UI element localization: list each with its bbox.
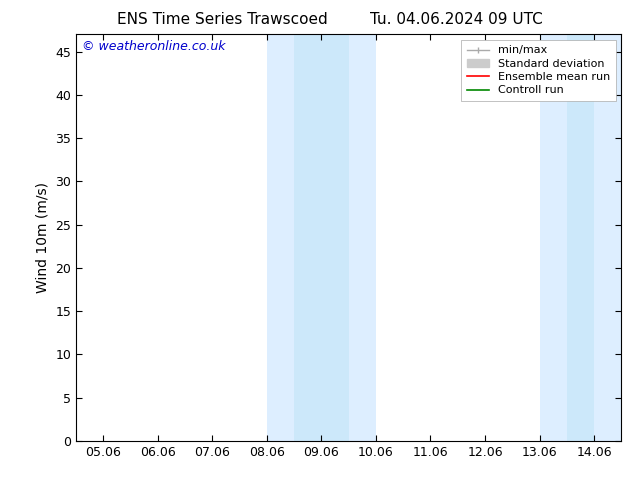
Bar <box>267 34 294 441</box>
Bar <box>349 34 376 441</box>
Legend: min/max, Standard deviation, Ensemble mean run, Controll run: min/max, Standard deviation, Ensemble me… <box>462 40 616 101</box>
Bar <box>540 34 567 441</box>
Y-axis label: Wind 10m (m/s): Wind 10m (m/s) <box>36 182 50 293</box>
Bar <box>294 34 349 441</box>
Text: Tu. 04.06.2024 09 UTC: Tu. 04.06.2024 09 UTC <box>370 12 543 27</box>
Bar <box>594 34 621 441</box>
Text: © weatheronline.co.uk: © weatheronline.co.uk <box>82 40 225 53</box>
Text: ENS Time Series Trawscoed: ENS Time Series Trawscoed <box>117 12 327 27</box>
Bar <box>567 34 594 441</box>
